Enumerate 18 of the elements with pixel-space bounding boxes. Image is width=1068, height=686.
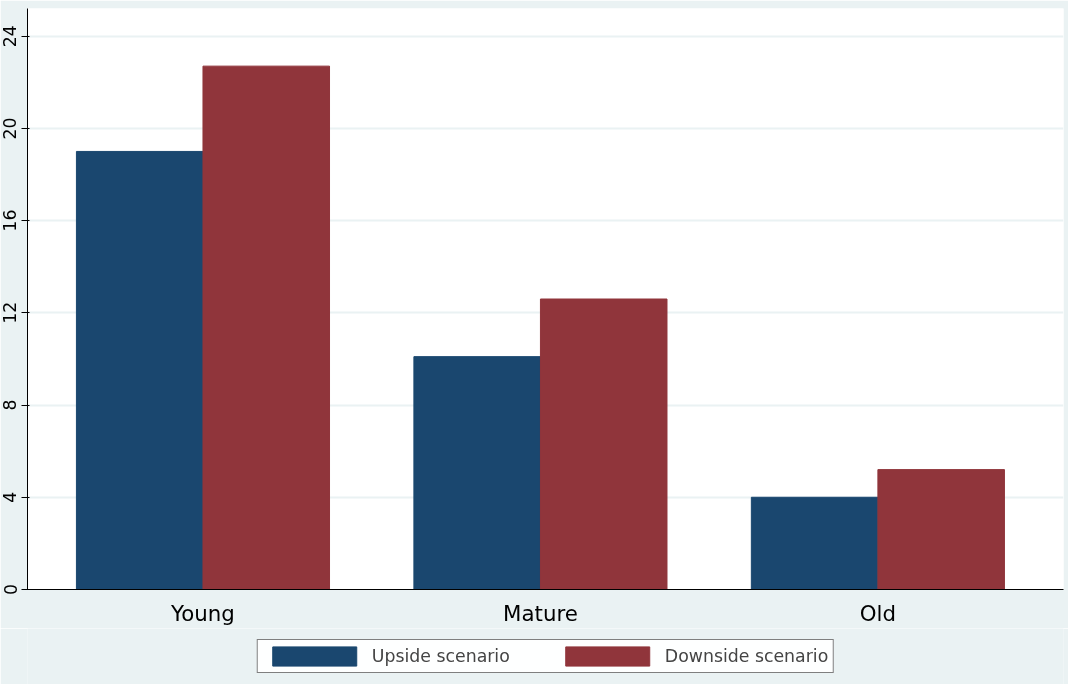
x-tick-label: Young	[170, 600, 235, 626]
y-tick-label: 12	[0, 301, 21, 324]
y-tick-label: 24	[0, 25, 21, 48]
legend-label: Downside scenario	[664, 646, 829, 666]
bar	[877, 469, 1005, 590]
y-tick-label: 8	[0, 399, 21, 411]
y-tick-label: 20	[0, 117, 21, 140]
y-tick-label: 0	[0, 583, 21, 596]
bar	[202, 65, 331, 590]
x-tick-label: Mature	[503, 600, 578, 626]
legend-label: Upside scenario	[371, 646, 510, 666]
bar	[75, 150, 204, 590]
y-tick-label: 16	[0, 209, 21, 232]
bar	[539, 298, 668, 590]
bar	[413, 356, 541, 590]
bar	[750, 496, 879, 590]
y-tick-label: 4	[0, 491, 21, 503]
x-tick-label: Old	[859, 600, 897, 626]
